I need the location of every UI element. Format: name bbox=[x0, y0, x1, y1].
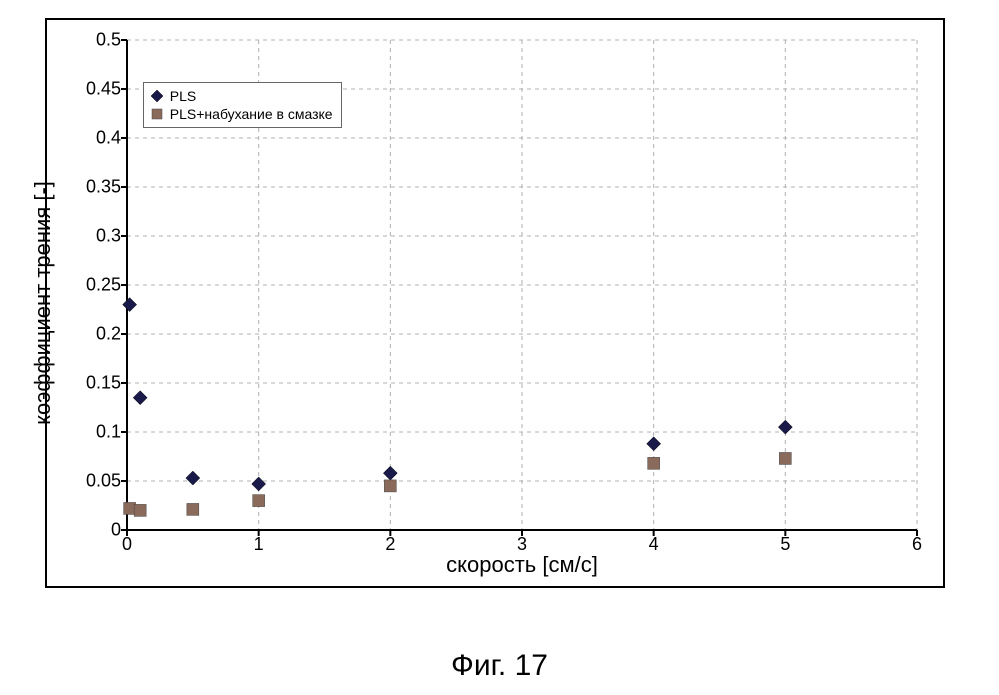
y-tick-label: 0.3 bbox=[96, 226, 127, 247]
y-tick-label: 0.1 bbox=[96, 422, 127, 443]
y-tick-label: 0.2 bbox=[96, 324, 127, 345]
x-tick-label: 5 bbox=[780, 530, 790, 555]
figure-caption: Фиг. 17 bbox=[451, 649, 548, 683]
legend-label: PLS+набухание в смазке bbox=[170, 105, 333, 123]
y-tick-label: 0.25 bbox=[86, 275, 127, 296]
x-tick-label: 2 bbox=[385, 530, 395, 555]
legend-item: PLS+набухание в смазке bbox=[150, 105, 333, 123]
y-tick-label: 0.05 bbox=[86, 471, 127, 492]
chart-frame: коэффициент трения [-] 00.050.10.150.20.… bbox=[45, 18, 945, 588]
x-tick-label: 6 bbox=[912, 530, 922, 555]
legend-item: PLS bbox=[150, 87, 333, 105]
y-tick-label: 0.5 bbox=[96, 30, 127, 51]
legend-label: PLS bbox=[170, 87, 196, 105]
diamond-icon bbox=[150, 89, 164, 103]
x-tick-label: 4 bbox=[649, 530, 659, 555]
y-tick-label: 0.35 bbox=[86, 177, 127, 198]
x-tick-label: 0 bbox=[122, 530, 132, 555]
plot-area: 00.050.10.150.20.250.30.350.40.450.5 012… bbox=[127, 40, 917, 530]
x-axis-label: скорость [см/с] bbox=[446, 552, 598, 578]
data-markers bbox=[123, 298, 793, 517]
y-tick-label: 0.4 bbox=[96, 128, 127, 149]
page: коэффициент трения [-] 00.050.10.150.20.… bbox=[0, 0, 999, 695]
square-icon bbox=[150, 107, 164, 121]
x-tick-label: 1 bbox=[254, 530, 264, 555]
legend: PLSPLS+набухание в смазке bbox=[143, 82, 342, 128]
y-tick-label: 0.45 bbox=[86, 79, 127, 100]
y-tick-label: 0.15 bbox=[86, 373, 127, 394]
y-axis-label: коэффициент трения [-] bbox=[30, 181, 56, 425]
